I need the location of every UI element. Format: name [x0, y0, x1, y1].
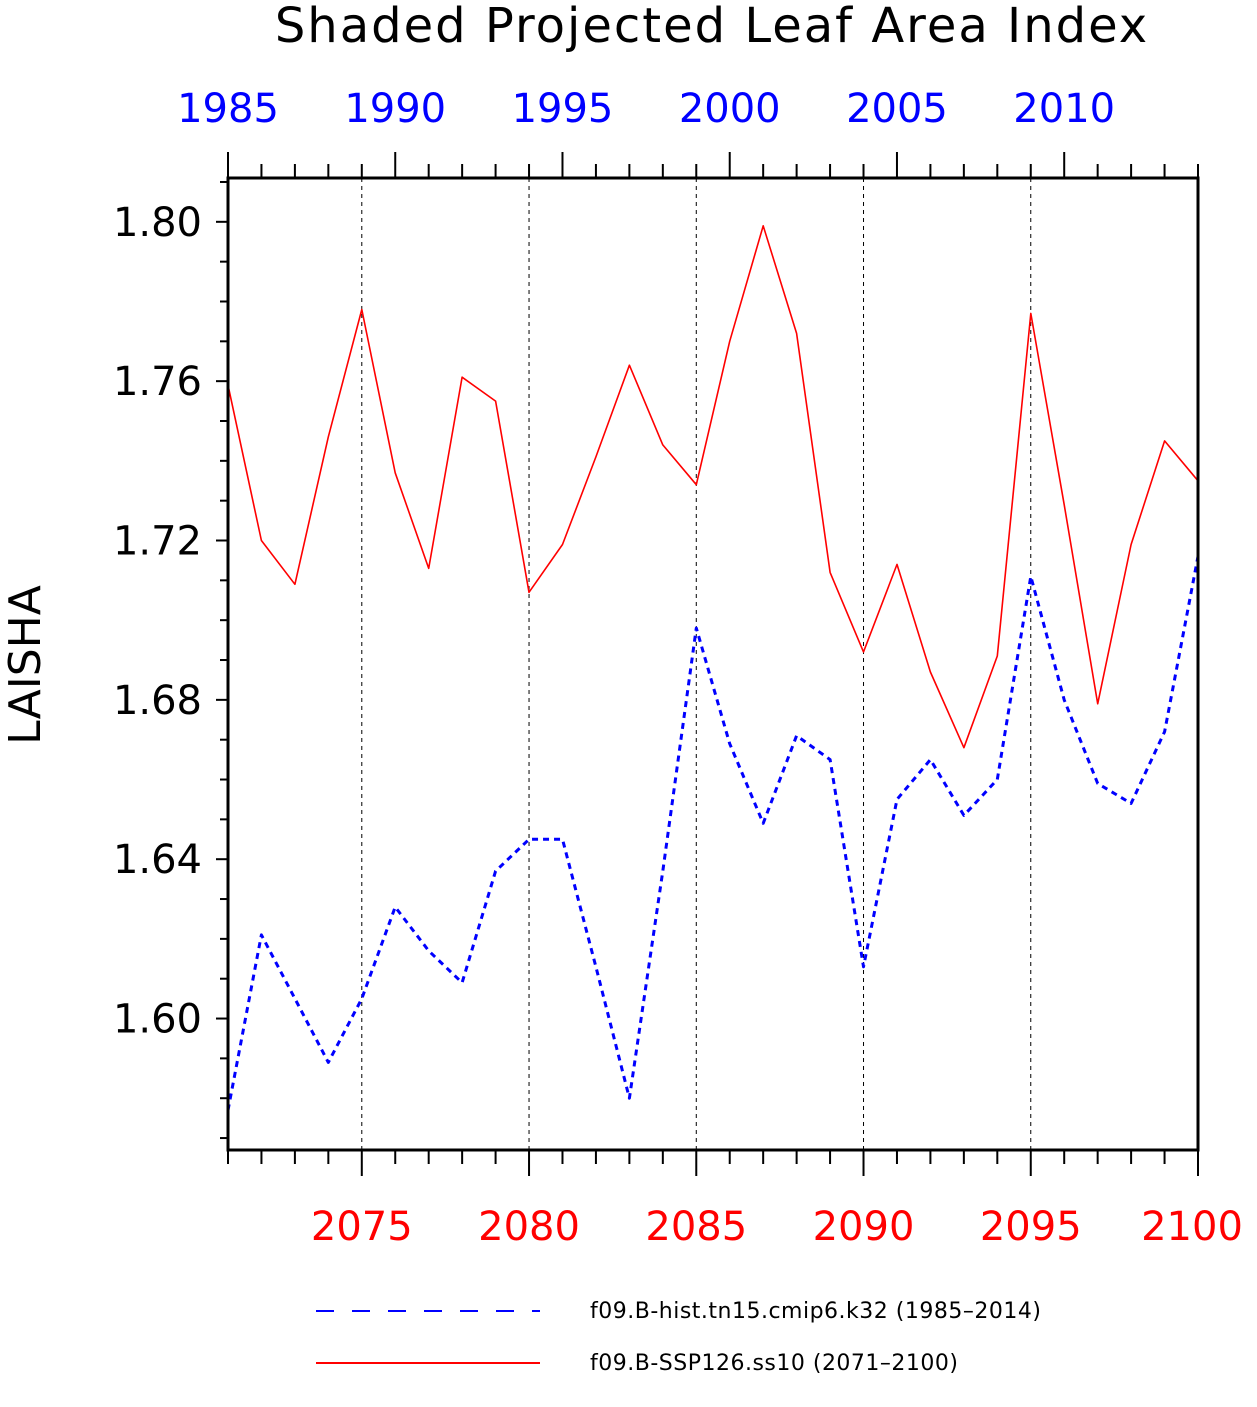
y-tick-label: 1.64 — [113, 837, 202, 883]
chart-title: Shaded Projected Leaf Area Index — [275, 0, 1149, 54]
y-axis-label: LAISHA — [0, 585, 51, 745]
bottom-tick-label: 2100 — [1141, 1204, 1243, 1250]
series-line-ssp — [227, 225, 1199, 749]
legend: f09.B-hist.tn15.cmip6.k32 (1985–2014) f0… — [316, 1299, 1041, 1376]
y-tick-label: 1.68 — [113, 678, 202, 724]
vertical-gridlines — [361, 178, 1032, 1150]
bottom-tick-label: 2085 — [645, 1204, 747, 1250]
top-tick-label: 1990 — [344, 86, 446, 132]
legend-label-hist: f09.B-hist.tn15.cmip6.k32 (1985–2014) — [590, 1299, 1041, 1324]
top-tick-label: 2000 — [679, 86, 781, 132]
bottom-tick-label: 2090 — [813, 1204, 915, 1250]
y-axis-ticks: 1.60 1.64 1.68 1.72 1.76 1.80 — [113, 180, 228, 1140]
y-tick-label: 1.72 — [113, 519, 202, 565]
top-tick-label: 1995 — [512, 86, 614, 132]
y-tick-label: 1.60 — [113, 997, 202, 1043]
legend-label-ssp: f09.B-SSP126.ss10 (2071–2100) — [590, 1351, 959, 1376]
y-tick-label: 1.76 — [113, 359, 202, 405]
bottom-tick-label: 2095 — [980, 1204, 1082, 1250]
bottom-tick-label: 2075 — [311, 1204, 413, 1250]
y-tick-label: 1.80 — [113, 200, 202, 246]
bottom-tick-label: 2080 — [478, 1204, 580, 1250]
top-tick-label: 1985 — [177, 86, 279, 132]
top-axis-ticks: 1985 1990 1995 2000 2005 2010 — [177, 86, 1199, 178]
series-lines — [226, 225, 1200, 1111]
series-line-hist — [226, 556, 1200, 1111]
top-tick-label: 2005 — [846, 86, 948, 132]
bottom-axis-ticks: 2075 2080 2085 2090 2095 2100 — [227, 1150, 1243, 1250]
plot-frame — [226, 176, 1200, 1152]
top-tick-label: 2010 — [1013, 86, 1115, 132]
